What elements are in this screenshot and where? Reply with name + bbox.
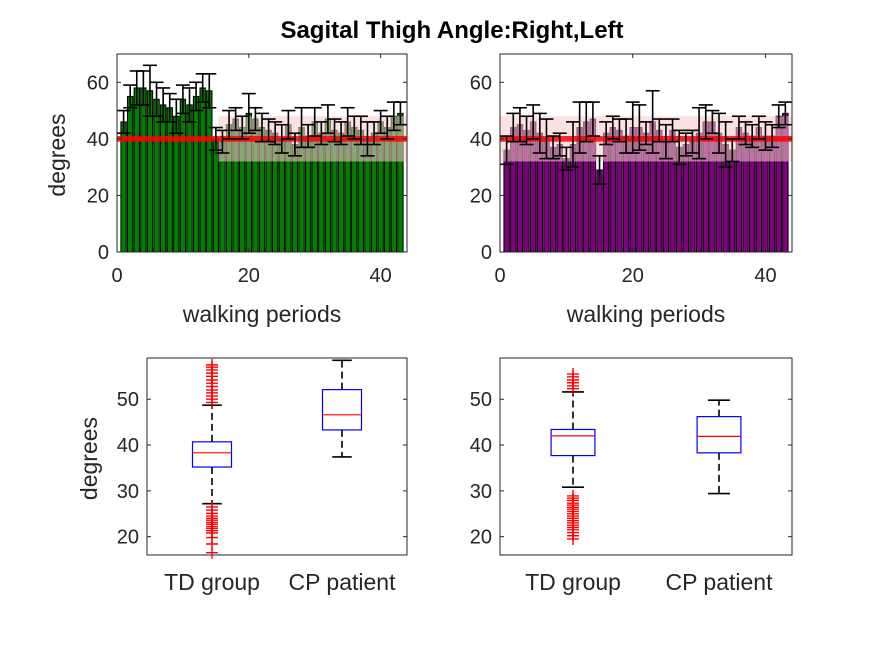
box-panel: TD group CP patient 20 30 40 50 <box>470 357 793 595</box>
axes-frame <box>116 53 408 253</box>
y-axis-label: degrees <box>76 417 102 500</box>
bar <box>140 87 147 253</box>
outlier-marker <box>567 368 579 381</box>
outlier-marker <box>567 532 579 545</box>
y-tick-label: 40 <box>87 129 109 151</box>
bar <box>503 149 510 253</box>
x-axis-label: walking periods <box>566 301 726 327</box>
axes-frame <box>499 357 793 556</box>
y-tick-label: 50 <box>117 389 139 411</box>
category-label: TD group <box>525 569 621 595</box>
y-tick-label: 20 <box>87 185 109 207</box>
bar <box>192 95 200 253</box>
x-tick-label: 0 <box>111 265 122 287</box>
figure-title: Sagital Thigh Angle:Right,Left <box>280 17 623 44</box>
td-mean-band <box>218 136 407 142</box>
bar <box>199 87 206 253</box>
y-tick-label: 0 <box>98 242 109 264</box>
category-label: CP patient <box>666 569 774 595</box>
y-tick-label: 30 <box>117 481 139 503</box>
bar <box>159 104 167 253</box>
y-tick-label: 20 <box>470 527 492 549</box>
bar <box>549 146 557 253</box>
y-tick-label: 40 <box>117 435 139 457</box>
x-tick-label: 20 <box>622 265 644 287</box>
y-tick-label: 60 <box>470 72 492 94</box>
box-panel: TD group CP patient 20 30 40 50 degrees <box>76 357 408 595</box>
category-label: TD group <box>164 569 260 595</box>
td-mean-band <box>602 136 792 142</box>
y-tick-label: 50 <box>470 389 492 411</box>
y-tick-label: 20 <box>470 185 492 207</box>
x-tick-label: 20 <box>238 265 260 287</box>
subplots: 0 20 40 60 0 20 40 walking periods degrees 0 20 40 6… <box>44 53 793 595</box>
iqr-box <box>191 441 233 468</box>
x-axis-label: walking periods <box>182 301 342 327</box>
y-tick-label: 20 <box>117 527 139 549</box>
bar <box>126 95 134 253</box>
bar-panel-left: 0 20 40 60 0 20 40 walking periods <box>470 53 793 327</box>
x-tick-label: 40 <box>370 265 392 287</box>
y-tick-label: 0 <box>481 242 492 264</box>
bar <box>729 149 736 253</box>
bar <box>212 138 220 253</box>
y-axis-label: degrees <box>44 113 70 196</box>
outlier-marker <box>206 546 218 559</box>
bar <box>206 90 213 253</box>
axes-frame <box>146 357 408 556</box>
category-label: CP patient <box>289 569 397 595</box>
outlier-marker <box>206 358 218 371</box>
bar <box>563 158 570 253</box>
y-tick-label: 30 <box>470 481 492 503</box>
axes-frame <box>499 53 793 253</box>
y-tick-label: 60 <box>87 72 109 94</box>
y-tick-label: 40 <box>470 435 492 457</box>
y-tick-label: 40 <box>470 129 492 151</box>
bar <box>186 104 193 253</box>
td-mean-band <box>500 136 603 142</box>
iqr-box <box>696 416 742 454</box>
td-mean-band <box>117 136 219 142</box>
bar <box>166 107 173 253</box>
x-tick-label: 0 <box>494 265 505 287</box>
iqr-box <box>550 428 596 457</box>
bar <box>133 87 140 253</box>
x-tick-label: 40 <box>754 265 776 287</box>
iqr-box <box>321 389 363 431</box>
bar-panel-right: 0 20 40 60 0 20 40 walking periods degrees <box>44 53 408 327</box>
